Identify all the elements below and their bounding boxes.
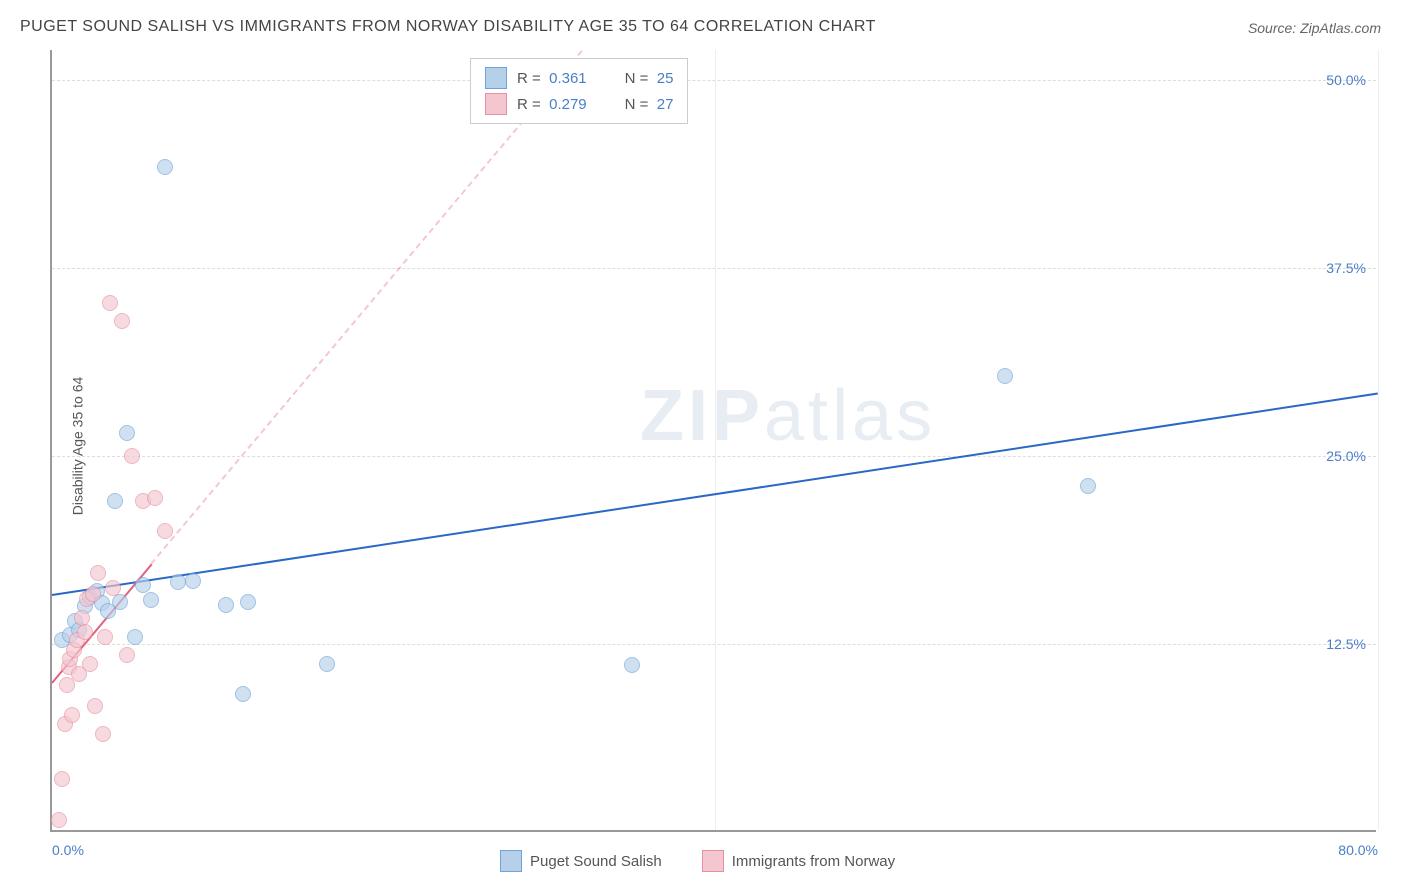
scatter-point xyxy=(157,523,173,539)
gridline-horizontal xyxy=(52,456,1376,457)
y-tick-label: 50.0% xyxy=(1326,72,1366,88)
scatter-point xyxy=(170,574,186,590)
scatter-point xyxy=(77,624,93,640)
scatter-point xyxy=(135,577,151,593)
scatter-point xyxy=(143,592,159,608)
scatter-point xyxy=(119,425,135,441)
scatter-point xyxy=(1080,478,1096,494)
y-tick-label: 12.5% xyxy=(1326,636,1366,652)
gridline-horizontal xyxy=(52,644,1376,645)
scatter-point xyxy=(124,448,140,464)
chart-title: PUGET SOUND SALISH VS IMMIGRANTS FROM NO… xyxy=(20,18,876,36)
scatter-point xyxy=(218,597,234,613)
legend-label: Immigrants from Norway xyxy=(732,853,895,870)
scatter-point xyxy=(90,565,106,581)
scatter-point xyxy=(95,726,111,742)
regression-line xyxy=(151,50,583,564)
legend-swatch xyxy=(702,850,724,872)
scatter-point xyxy=(319,656,335,672)
scatter-point xyxy=(97,629,113,645)
scatter-point xyxy=(157,159,173,175)
gridline-vertical xyxy=(1378,50,1379,830)
y-tick-label: 37.5% xyxy=(1326,260,1366,276)
scatter-point xyxy=(114,313,130,329)
scatter-point xyxy=(997,368,1013,384)
legend-n-stat: N = 27 xyxy=(625,96,674,113)
legend-n-stat: N = 25 xyxy=(625,70,674,87)
legend-swatch xyxy=(485,67,507,89)
legend-r-stat: R = 0.361 xyxy=(517,70,587,87)
scatter-point xyxy=(235,686,251,702)
scatter-point xyxy=(185,573,201,589)
x-tick-label: 0.0% xyxy=(52,842,84,858)
source-attribution: Source: ZipAtlas.com xyxy=(1248,20,1381,36)
legend-item: Immigrants from Norway xyxy=(702,850,895,872)
correlation-legend: R = 0.361 N = 25 R = 0.279 N = 27 xyxy=(470,58,688,124)
scatter-point xyxy=(102,295,118,311)
scatter-point xyxy=(147,490,163,506)
scatter-point xyxy=(85,586,101,602)
scatter-point xyxy=(82,656,98,672)
legend-label: Puget Sound Salish xyxy=(530,853,662,870)
scatter-point xyxy=(64,707,80,723)
scatter-point xyxy=(127,629,143,645)
legend-swatch xyxy=(500,850,522,872)
legend-row: R = 0.279 N = 27 xyxy=(485,91,673,117)
scatter-point xyxy=(105,580,121,596)
legend-swatch xyxy=(485,93,507,115)
scatter-point xyxy=(107,493,123,509)
gridline-vertical xyxy=(715,50,716,830)
legend-item: Puget Sound Salish xyxy=(500,850,662,872)
gridline-horizontal xyxy=(52,268,1376,269)
scatter-point xyxy=(54,771,70,787)
scatter-point xyxy=(119,647,135,663)
legend-r-stat: R = 0.279 xyxy=(517,96,587,113)
legend-row: R = 0.361 N = 25 xyxy=(485,65,673,91)
scatter-point xyxy=(87,698,103,714)
scatter-point xyxy=(240,594,256,610)
scatter-point xyxy=(624,657,640,673)
gridline-horizontal xyxy=(52,80,1376,81)
y-tick-label: 25.0% xyxy=(1326,448,1366,464)
plot-area: 12.5%25.0%37.5%50.0%0.0%80.0% xyxy=(50,50,1376,832)
scatter-point xyxy=(51,812,67,828)
series-legend: Puget Sound Salish Immigrants from Norway xyxy=(500,850,895,872)
x-tick-label: 80.0% xyxy=(1338,842,1378,858)
